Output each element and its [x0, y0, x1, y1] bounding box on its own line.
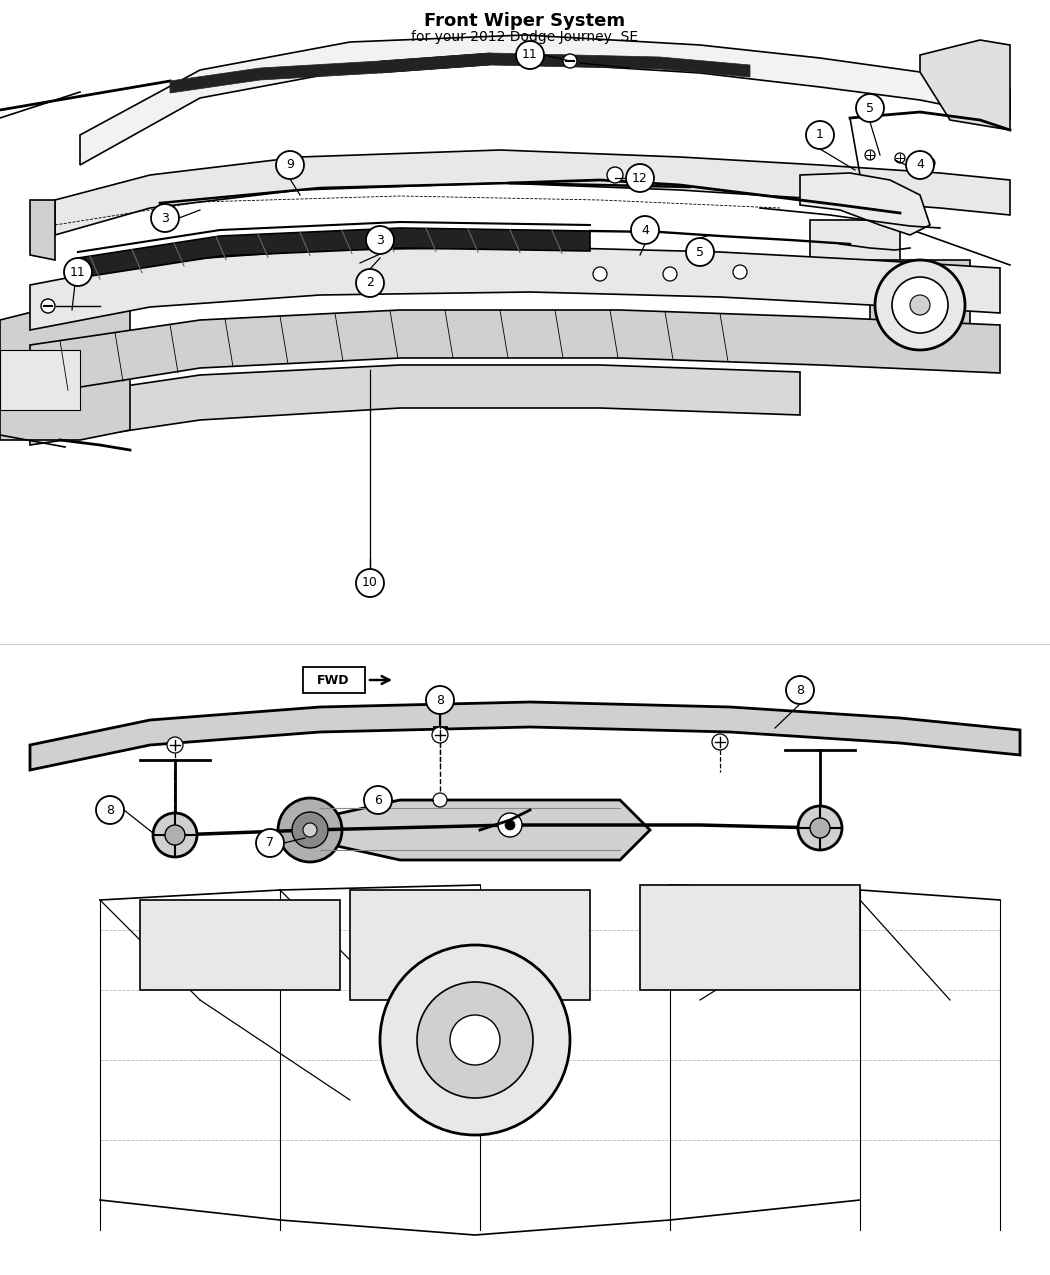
Circle shape	[450, 1015, 500, 1065]
Text: Front Wiper System: Front Wiper System	[424, 11, 626, 31]
Text: 6: 6	[374, 793, 382, 807]
Circle shape	[165, 825, 185, 845]
Text: 8: 8	[436, 694, 444, 706]
Polygon shape	[380, 54, 750, 76]
Circle shape	[417, 982, 533, 1098]
Circle shape	[516, 41, 544, 69]
Circle shape	[64, 258, 92, 286]
Text: 3: 3	[376, 233, 384, 246]
Circle shape	[96, 796, 124, 824]
Circle shape	[432, 727, 448, 743]
Polygon shape	[30, 365, 800, 445]
Circle shape	[892, 277, 948, 333]
Circle shape	[895, 153, 905, 163]
Text: 5: 5	[866, 102, 874, 115]
Circle shape	[303, 822, 317, 836]
Polygon shape	[0, 295, 130, 440]
Circle shape	[276, 150, 304, 178]
Text: 2: 2	[366, 277, 374, 289]
Circle shape	[798, 806, 842, 850]
Circle shape	[712, 734, 728, 750]
Text: 11: 11	[70, 265, 86, 278]
Circle shape	[856, 94, 884, 122]
Circle shape	[505, 820, 514, 830]
Polygon shape	[920, 40, 1010, 130]
Circle shape	[356, 569, 384, 597]
Circle shape	[256, 829, 284, 857]
Circle shape	[786, 676, 814, 704]
Circle shape	[865, 150, 875, 159]
Bar	[350, 890, 590, 1000]
Circle shape	[151, 204, 178, 232]
Polygon shape	[78, 228, 590, 278]
Bar	[640, 885, 860, 989]
FancyBboxPatch shape	[303, 667, 365, 694]
Bar	[140, 900, 340, 989]
Circle shape	[806, 121, 834, 149]
Polygon shape	[800, 173, 930, 235]
Circle shape	[366, 226, 394, 254]
Text: 4: 4	[642, 223, 649, 236]
Text: 9: 9	[286, 158, 294, 172]
Circle shape	[167, 737, 183, 754]
Circle shape	[626, 164, 654, 193]
Circle shape	[875, 260, 965, 351]
Circle shape	[153, 813, 197, 857]
Text: 11: 11	[522, 48, 538, 61]
Bar	[810, 221, 900, 289]
Circle shape	[663, 266, 677, 280]
Text: 4: 4	[916, 158, 924, 172]
Text: for your 2012 Dodge Journey  SE: for your 2012 Dodge Journey SE	[412, 31, 638, 45]
Text: 1: 1	[816, 129, 824, 142]
Polygon shape	[310, 799, 650, 861]
Bar	[0, 351, 80, 411]
Text: 12: 12	[632, 172, 648, 185]
Polygon shape	[55, 150, 1010, 235]
Polygon shape	[80, 34, 1010, 164]
Text: 10: 10	[362, 576, 378, 589]
Circle shape	[910, 295, 930, 315]
Circle shape	[364, 785, 392, 813]
Circle shape	[733, 265, 747, 279]
Circle shape	[498, 813, 522, 836]
Text: FWD: FWD	[317, 673, 350, 686]
Bar	[870, 260, 970, 351]
Text: 8: 8	[796, 683, 804, 696]
Text: 5: 5	[696, 246, 704, 259]
Circle shape	[380, 945, 570, 1135]
Circle shape	[686, 238, 714, 266]
Polygon shape	[30, 310, 1000, 395]
Circle shape	[631, 215, 659, 244]
Circle shape	[433, 793, 447, 807]
Circle shape	[426, 686, 454, 714]
Text: 8: 8	[106, 803, 114, 816]
Polygon shape	[30, 200, 55, 260]
Polygon shape	[30, 247, 1000, 330]
Circle shape	[356, 269, 384, 297]
Polygon shape	[30, 703, 1020, 770]
Circle shape	[906, 150, 934, 178]
Circle shape	[810, 819, 830, 838]
Circle shape	[292, 812, 328, 848]
Text: 7: 7	[266, 836, 274, 849]
Circle shape	[593, 266, 607, 280]
Circle shape	[925, 158, 934, 168]
Circle shape	[607, 167, 623, 184]
Circle shape	[278, 798, 342, 862]
Polygon shape	[170, 54, 490, 93]
Circle shape	[41, 300, 55, 312]
Text: 3: 3	[161, 212, 169, 224]
Circle shape	[563, 54, 578, 68]
